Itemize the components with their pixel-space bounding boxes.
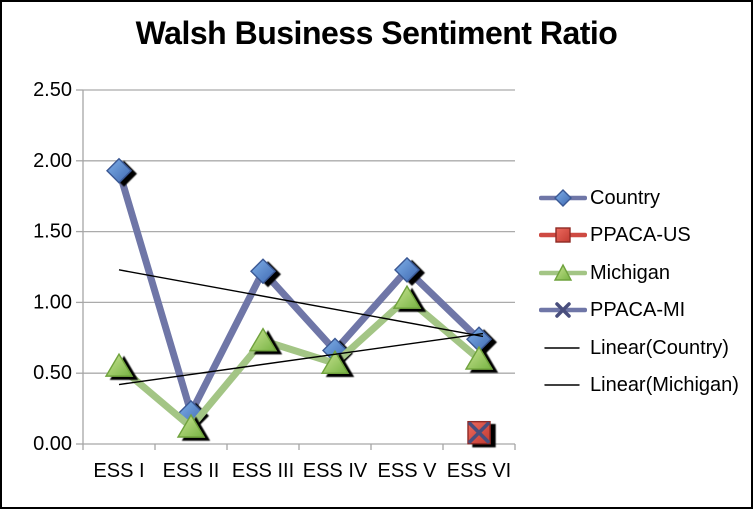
y-tick-label: 0.00 bbox=[33, 433, 72, 455]
legend-label: Linear(Michigan) bbox=[590, 374, 739, 397]
legend-label: Linear(Country) bbox=[590, 336, 729, 359]
x-tick-label-ess-i: ESS I bbox=[93, 460, 144, 482]
legend-item-michigan: Michigan bbox=[539, 254, 739, 292]
legend: Country PPACA-US Michigan PPACA-MI Linear(Co… bbox=[539, 179, 739, 404]
marker-diamond-country-ess-iii bbox=[250, 258, 276, 285]
y-tick-label: 0.50 bbox=[33, 362, 72, 384]
marker-triangle-michigan-ess-i bbox=[104, 352, 134, 377]
series-country-line bbox=[115, 167, 483, 417]
legend-item-ppaca-mi: PPACA-MI bbox=[539, 292, 739, 330]
trendline-linear-michigan bbox=[118, 332, 484, 386]
legend-swatch-diamond-icon bbox=[539, 188, 587, 207]
series-michigan bbox=[104, 284, 494, 438]
y-tick-label: 2.50 bbox=[33, 79, 72, 101]
x-tick-label-ess-vi: ESS VI bbox=[447, 460, 511, 482]
series-country bbox=[106, 157, 492, 426]
marker-triangle-michigan-ess-iii bbox=[248, 327, 278, 352]
legend-swatch-triangle-icon bbox=[539, 263, 587, 281]
legend-label: PPACA-MI bbox=[590, 299, 686, 322]
y-tick-label: 1.50 bbox=[33, 221, 72, 243]
legend-item-country: Country bbox=[539, 179, 739, 217]
y-tick-label: 2.00 bbox=[33, 150, 72, 172]
legend-item-ppaca-us: PPACA-US bbox=[539, 217, 739, 255]
x-tick-label-ess-v: ESS V bbox=[378, 460, 438, 482]
legend-swatch-x-icon bbox=[539, 302, 587, 318]
x-tick-label-ess-iv: ESS IV bbox=[303, 460, 368, 482]
legend-swatch-line-icon bbox=[544, 347, 580, 349]
legend-swatch-square-icon bbox=[539, 227, 587, 243]
marker-triangle-michigan-ess-vi bbox=[464, 345, 494, 370]
legend-item-linear-michigan: Linear(Michigan) bbox=[539, 367, 739, 405]
legend-swatch-line-icon bbox=[544, 384, 580, 386]
chart-title: Walsh Business Sentiment Ratio bbox=[135, 15, 618, 51]
marker-diamond-country-ess-i bbox=[106, 157, 132, 184]
marker-triangle-michigan-ess-ii bbox=[176, 413, 206, 438]
marker-triangle-michigan-ess-iv bbox=[320, 349, 350, 374]
series-ppaca-mi bbox=[468, 421, 490, 444]
y-tick-label: 1.00 bbox=[33, 291, 72, 313]
x-tick-label-ess-iii: ESS III bbox=[232, 460, 294, 482]
trendline-linear-country bbox=[118, 269, 484, 338]
marker-x-ppaca-mi-ess-vi bbox=[468, 421, 490, 444]
marker-diamond-country-ess-v bbox=[394, 256, 420, 283]
legend-label: Michigan bbox=[590, 261, 671, 284]
marker-triangle-michigan-ess-v bbox=[392, 284, 422, 309]
x-tick-label-ess-ii: ESS II bbox=[163, 460, 220, 482]
legend-item-linear-country: Linear(Country) bbox=[539, 329, 739, 367]
legend-label: PPACA-US bbox=[590, 224, 691, 247]
legend-label: Country bbox=[590, 186, 661, 209]
